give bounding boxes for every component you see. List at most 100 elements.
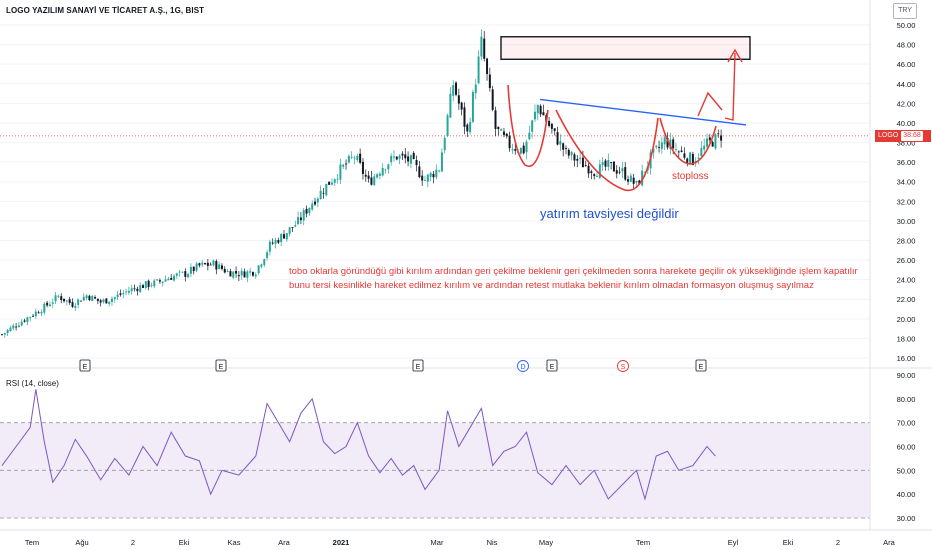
time-axis-tick: 2	[836, 538, 840, 547]
candle-body	[54, 295, 57, 302]
candle-body	[463, 107, 466, 127]
candle-body	[378, 173, 381, 176]
event-marker-frame	[695, 359, 707, 372]
candle-body	[77, 299, 80, 305]
candle-body	[404, 154, 407, 159]
event-marker-frame	[517, 360, 529, 372]
candle-body	[471, 91, 474, 122]
last-price-symbol: LOGO	[878, 132, 899, 139]
candle-body	[531, 120, 534, 132]
candle-body	[246, 271, 249, 278]
candle-body	[266, 252, 269, 258]
candle-body	[556, 132, 559, 145]
candle-body	[477, 56, 480, 84]
candle-body	[494, 110, 497, 129]
candle-body	[82, 296, 85, 301]
time-axis-tick: Ara	[883, 538, 896, 547]
candle-body	[418, 166, 421, 178]
candle-body	[508, 135, 511, 149]
price-axis-tick: 28.00	[897, 236, 916, 245]
candle-body	[198, 263, 201, 266]
price-axis-tick: 20.00	[897, 315, 916, 324]
time-axis-tick: Eyl	[728, 538, 739, 547]
candle-body	[559, 141, 562, 145]
candle-body	[319, 190, 322, 199]
candle-body	[170, 277, 173, 280]
candle-body	[660, 142, 663, 149]
candle-body	[584, 165, 587, 167]
candle-body	[192, 266, 195, 272]
time-axis-tick: Mar	[431, 538, 444, 547]
candle-body	[593, 174, 596, 177]
candle-body	[305, 208, 308, 214]
candle-body	[201, 262, 204, 265]
currency-button[interactable]: TRY	[893, 3, 917, 19]
candle-body	[288, 227, 291, 234]
candle-body	[629, 175, 632, 182]
candle-body	[624, 167, 627, 180]
candle-body	[347, 155, 350, 163]
candle-body	[370, 177, 373, 185]
candle-body	[283, 234, 285, 239]
candle-body	[438, 170, 441, 172]
candle-body	[339, 164, 342, 180]
candle-body	[263, 259, 266, 265]
candle-body	[446, 115, 449, 136]
price-axis-tick: 46.00	[897, 60, 916, 69]
candle-body	[474, 84, 477, 94]
candle-body	[158, 280, 161, 282]
candle-body	[175, 273, 178, 276]
candle-body	[528, 132, 531, 140]
event-marker-earnings: E	[79, 359, 91, 372]
candle-body	[212, 260, 215, 266]
rsi-axis-tick: 40.00	[897, 490, 916, 499]
candle-body	[421, 175, 424, 181]
candle-body	[384, 169, 387, 171]
candle-body	[708, 137, 711, 141]
price-axis-tick: 24.00	[897, 276, 916, 285]
candle-body	[429, 173, 432, 177]
candle-body	[223, 268, 226, 273]
candle-body	[147, 280, 150, 287]
candle-body	[612, 161, 615, 172]
candle-body	[110, 298, 113, 302]
candle-body	[621, 168, 624, 172]
annotation-disclaimer: yatırım tavsiyesi değildir	[540, 206, 679, 221]
event-marker-label: E	[219, 364, 224, 371]
candle-body	[206, 262, 209, 266]
candle-body	[703, 145, 706, 150]
annotation-note-line2: bunu tersi kesinlikle hareket edilmez kı…	[289, 280, 814, 291]
candle-body	[652, 148, 655, 153]
event-marker-label: E	[550, 364, 555, 371]
price-axis-tick: 36.00	[897, 158, 916, 167]
candle-body	[720, 135, 723, 141]
candle-body	[105, 298, 108, 304]
candle-body	[23, 320, 26, 322]
price-axis-tick: 42.00	[897, 99, 916, 108]
candle-body	[460, 102, 463, 110]
candle-body	[570, 152, 573, 156]
candle-body	[412, 152, 415, 159]
candle-body	[395, 156, 398, 160]
event-marker-label: E	[83, 364, 88, 371]
candle-body	[232, 271, 235, 278]
candle-body	[229, 271, 232, 277]
candle-body	[68, 299, 71, 303]
candle-body	[60, 296, 63, 301]
candle-body	[452, 84, 455, 96]
candle-body	[717, 133, 720, 135]
candle-body	[113, 297, 116, 299]
annotation-note-line1: tobo oklarla göründüğü gibi kırılım ardı…	[289, 266, 858, 277]
time-axis-tick: 2	[131, 538, 135, 547]
time-axis-tick: Nis	[487, 538, 498, 547]
candle-body	[364, 174, 367, 177]
candle-body	[187, 274, 190, 278]
candle-body	[40, 312, 43, 314]
time-axis-tick: Tem	[636, 538, 650, 547]
candle-body	[635, 180, 638, 183]
candle-body	[655, 145, 658, 148]
candle-body	[392, 156, 395, 158]
candle-body	[435, 169, 438, 178]
candle-body	[387, 164, 390, 170]
candle-body	[536, 105, 539, 114]
